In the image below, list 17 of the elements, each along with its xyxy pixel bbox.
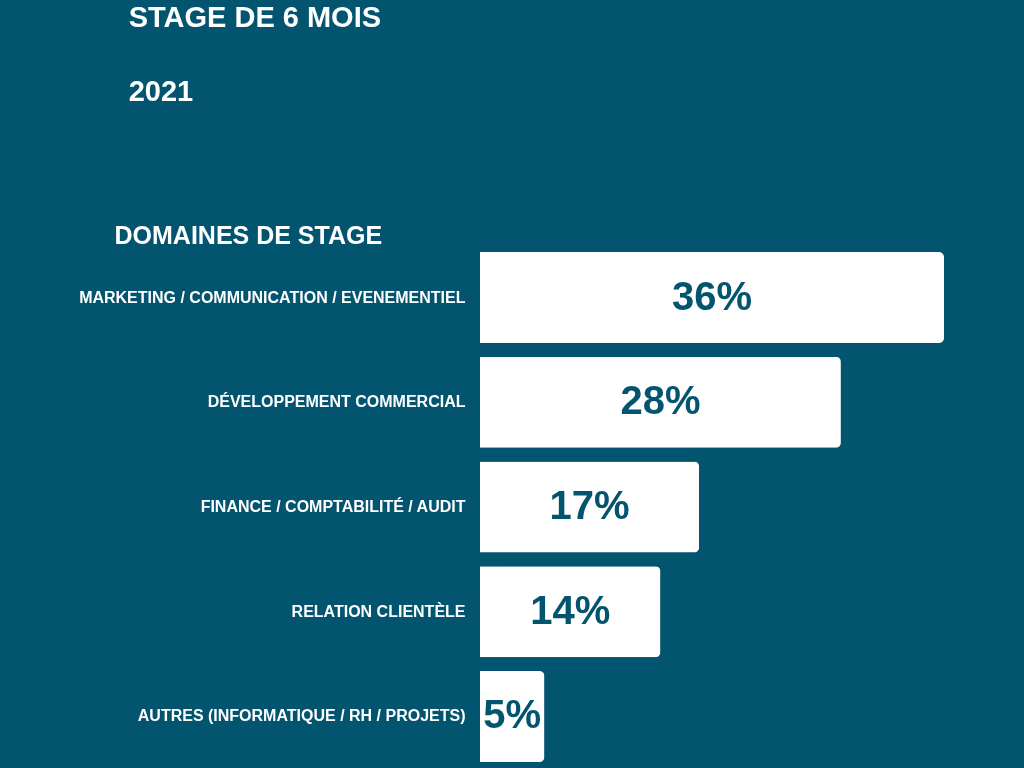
y-tick-label: AUTRES (INFORMATIQUE / RH / PROJETS) — [137, 707, 466, 725]
data-label: 14% — [530, 587, 611, 632]
data-label: 17% — [549, 483, 630, 527]
y-tick-label: FINANCE / COMPTABILITÉ / AUDIT — [200, 497, 466, 515]
y-tick-label: RELATION CLIENTÈLE — [291, 601, 466, 620]
text: 2021 — [128, 75, 194, 107]
y-tick-label: MARKETING / COMMUNICATION / EVENEMENTIEL — [79, 288, 466, 306]
data-label: 36% — [671, 273, 753, 318]
chart-title: STAGE DE 6 MOIS — [128, 1, 382, 33]
data-label: 28% — [620, 378, 701, 423]
y-axis-title: DOMAINES DE STAGE — [114, 220, 383, 249]
y-tick-label: DÉVELOPPEMENT COMMERCIAL — [207, 392, 466, 411]
bar — [480, 566, 661, 658]
bar — [480, 252, 944, 344]
data-label: 5% — [483, 692, 542, 737]
bar — [480, 461, 700, 553]
bar — [480, 356, 841, 448]
